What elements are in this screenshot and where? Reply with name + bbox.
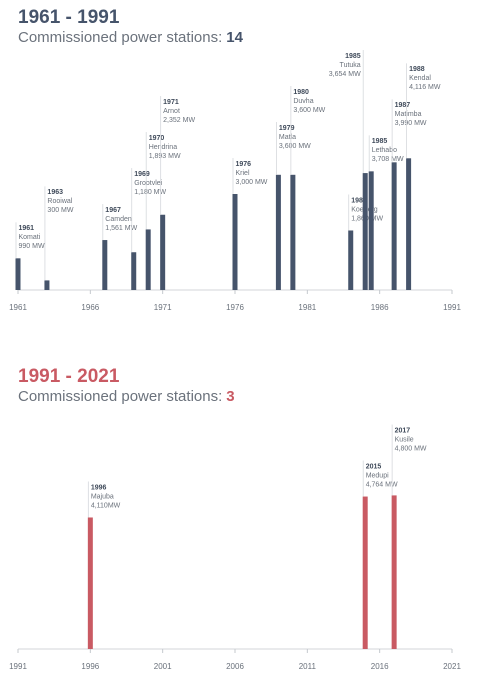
station-year: 2015: [366, 463, 382, 470]
station-name: Matla: [279, 134, 296, 141]
station-name: Kusile: [395, 436, 414, 443]
station-capacity: 4,764 MW: [366, 481, 398, 488]
station-name: Matimba: [395, 111, 422, 118]
x-tick-label: 2016: [371, 662, 389, 671]
station-count: 3: [226, 388, 234, 405]
bar: [232, 194, 238, 290]
bar: [406, 158, 412, 290]
station-capacity: 990 MW: [19, 243, 45, 250]
chart-title: 1991 - 2021: [18, 366, 120, 387]
station-year: 1985: [372, 138, 388, 145]
station-year: 1971: [163, 99, 179, 106]
station-name: Hendrina: [149, 144, 178, 151]
bar: [87, 517, 93, 649]
x-tick-label: 1971: [154, 303, 172, 312]
bar: [145, 229, 151, 290]
bar: [368, 171, 374, 290]
station-name: Kendal: [409, 75, 431, 82]
station-capacity: 1,180 MW: [134, 189, 166, 196]
station-year: 1987: [395, 102, 411, 109]
x-tick-label: 1981: [298, 303, 316, 312]
station-capacity: 2,352 MW: [163, 117, 195, 124]
bar: [160, 214, 166, 290]
station-name: Lethabo: [372, 147, 397, 154]
station-count: 14: [226, 29, 243, 46]
bar: [290, 174, 296, 290]
bar: [44, 280, 50, 290]
station-year: 1963: [47, 189, 63, 196]
bar: [391, 495, 397, 649]
x-tick-label: 1991: [443, 303, 461, 312]
station-name: Grootvlei: [134, 180, 162, 187]
station-capacity: 4,800 MW: [395, 445, 427, 452]
station-capacity: 4,116 MW: [409, 84, 441, 91]
station-capacity: 3,600 MW: [293, 107, 325, 114]
station-name: Rooiwal: [47, 198, 72, 205]
x-tick-label: 2021: [443, 662, 461, 671]
station-capacity: 4,110MW: [91, 502, 121, 509]
station-year: 2017: [395, 427, 411, 434]
x-tick-label: 1996: [81, 662, 99, 671]
station-name: Medupi: [366, 472, 389, 479]
bar: [362, 173, 368, 290]
station-year: 1970: [149, 135, 165, 142]
station-capacity: 3,600 MW: [279, 143, 311, 150]
station-name: Arnot: [163, 108, 180, 115]
station-year: 1985: [345, 53, 361, 60]
station-year: 1979: [279, 125, 295, 132]
x-tick-label: 1986: [371, 303, 389, 312]
bar: [131, 252, 137, 290]
bar: [15, 258, 21, 290]
station-year: 1988: [409, 66, 425, 73]
chart-title: 1961 - 1991: [18, 7, 120, 28]
station-name: Majuba: [91, 493, 114, 500]
station-capacity: 3,654 MW: [329, 71, 361, 78]
station-year: 1984: [351, 197, 367, 204]
station-year: 1980: [293, 89, 309, 96]
x-tick-label: 1966: [81, 303, 99, 312]
station-name: Camden: [105, 216, 132, 223]
station-year: 1961: [19, 225, 35, 232]
subtitle-text: Commissioned power stations:: [18, 388, 222, 405]
x-tick-label: 2006: [226, 662, 244, 671]
station-name: Tutuka: [340, 62, 361, 69]
x-tick-label: 2001: [154, 662, 172, 671]
station-name: Komati: [19, 234, 41, 241]
bar: [391, 162, 397, 290]
x-tick-label: 1961: [9, 303, 27, 312]
bar: [102, 240, 108, 290]
station-year: 1969: [134, 171, 150, 178]
x-tick-label: 1976: [226, 303, 244, 312]
station-capacity: 1,893 MW: [149, 153, 181, 160]
station-capacity: 3,990 MW: [395, 120, 427, 127]
bar: [362, 496, 368, 649]
station-capacity: 3,708 MW: [372, 156, 404, 163]
bar: [348, 230, 354, 290]
station-capacity: 3,000 MW: [236, 179, 268, 186]
subtitle: Commissioned power stations: 14: [18, 29, 244, 46]
station-year: 1976: [236, 161, 252, 168]
x-tick-label: 1991: [9, 662, 27, 671]
station-year: 1996: [91, 484, 107, 491]
station-capacity: 300 MW: [47, 207, 73, 214]
bar: [275, 174, 281, 290]
station-capacity: 1,561 MW: [105, 225, 137, 232]
x-tick-label: 2011: [299, 662, 317, 671]
subtitle: Commissioned power stations: 3: [18, 388, 235, 405]
station-year: 1967: [105, 207, 121, 214]
station-name: Duvha: [293, 98, 313, 105]
subtitle-text: Commissioned power stations:: [18, 29, 222, 46]
station-name: Kriel: [236, 170, 250, 177]
